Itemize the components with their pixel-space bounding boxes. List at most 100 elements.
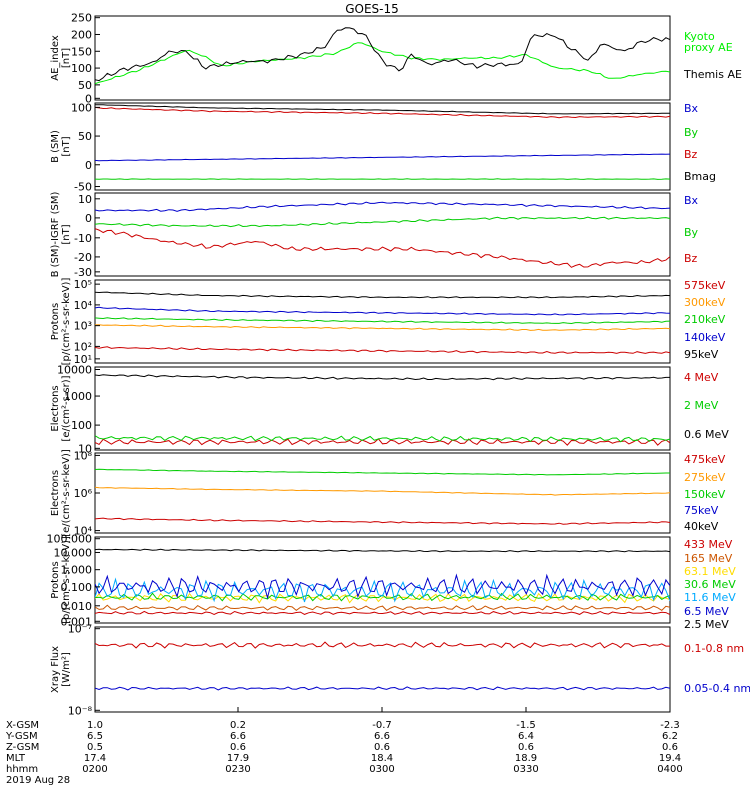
legend-label-4-mev: 4 MeV bbox=[684, 371, 719, 384]
ephem-row-label: Z-GSM bbox=[6, 742, 39, 753]
y-tick-label: 0 bbox=[85, 92, 92, 105]
series-line-0-1-0-8-nm bbox=[95, 641, 670, 649]
legend-label-bz: Bz bbox=[684, 148, 698, 161]
ephem-value: 18.9 bbox=[515, 753, 537, 764]
y-tick-label: 100 bbox=[71, 101, 92, 114]
series-line-63-1-mev bbox=[95, 592, 670, 604]
legend-label-210kev: 210keV bbox=[684, 313, 726, 326]
series-line-6-5-mev bbox=[95, 573, 670, 600]
ephem-value: 1.0 bbox=[87, 720, 103, 731]
y-axis-label: Xray Flux[W/m²] bbox=[50, 646, 72, 693]
legend-label-0-1-0-8-nm: 0.1-0.8 nm bbox=[684, 642, 744, 655]
legend-label-75kev: 75keV bbox=[684, 504, 719, 517]
y-tick-label: 0.100 bbox=[61, 581, 93, 594]
y-tick-label: 100.000 bbox=[47, 533, 93, 546]
series-line-by bbox=[95, 216, 670, 228]
legend-label-0-05-0-4-nm: 0.05-0.4 nm bbox=[684, 682, 750, 695]
y-axis-label: Electrons[e/(cm²-s-sr-keV)] bbox=[50, 449, 72, 537]
series-line-bx bbox=[95, 201, 670, 212]
ephem-value: -0.7 bbox=[372, 720, 392, 731]
ephem-value: -1.5 bbox=[516, 720, 536, 731]
y-tick-label: 250 bbox=[71, 12, 92, 25]
y-tick-label: 10⁴ bbox=[74, 525, 93, 538]
legend-label-575kev: 575keV bbox=[684, 279, 726, 292]
ephem-value: 18.4 bbox=[371, 753, 393, 764]
y-tick-label: 1.000 bbox=[61, 564, 93, 577]
panel-8: 10⁻⁷ 10⁻⁸ Xray Flux[W/m²] 0.1-0.8 nm 0.05-0.… bbox=[50, 623, 750, 718]
series-line-bx bbox=[95, 153, 670, 162]
plot-title: GOES-15 bbox=[345, 2, 399, 16]
y-tick-label: -30 bbox=[74, 266, 92, 279]
series-line-275kev bbox=[95, 486, 670, 496]
panel-2: 100 50 0 -50 B (SM)[nT] Bx By Bz Bmag bbox=[50, 101, 716, 193]
y-tick-label: 10⁶ bbox=[74, 487, 93, 500]
panel-3: 10 0 -10 -20 -30B (SM)-IGRF (SM)[nT] Bx By Bz bbox=[50, 192, 699, 279]
series-line-300kev bbox=[95, 324, 670, 331]
legend-label-0-6-mev: 0.6 MeV bbox=[684, 428, 729, 441]
ephem-value: 6.6 bbox=[230, 731, 246, 742]
panel-frame bbox=[94, 626, 671, 713]
y-tick-label: 1000 bbox=[64, 390, 92, 403]
series-line-0-6-mev bbox=[95, 374, 670, 381]
series-line-475kev bbox=[95, 517, 670, 525]
ephem-value: 0.5 bbox=[87, 742, 103, 753]
y-axis-label: B (SM)-IGRF (SM)[nT] bbox=[50, 192, 72, 278]
legend-label-by: By bbox=[684, 126, 699, 139]
y-tick-label: 10.000 bbox=[54, 546, 93, 559]
series-line-150kev bbox=[95, 468, 670, 476]
series-line-140kev bbox=[95, 306, 670, 316]
legend-label-165-mev: 165 MeV bbox=[684, 552, 733, 565]
ephem-value: 0.6 bbox=[662, 742, 678, 753]
panel-4: 10⁵ 10⁴ 10³ 10²10¹Protons[p/(cm²-s-sr-keV)]… bbox=[50, 278, 726, 366]
panel-1: 250 200 150 100 500 AE_index[nT] Kyoto proxy AE… bbox=[50, 12, 742, 106]
y-tick-label: 10⁻⁷ bbox=[68, 623, 92, 636]
legend-label-themis-ae: Themis AE bbox=[683, 68, 742, 81]
y-tick-label: 0.001 bbox=[61, 615, 93, 628]
series-line-575kev bbox=[95, 346, 670, 354]
ephem-value: -2.3 bbox=[660, 720, 680, 731]
y-tick-label: 10⁵ bbox=[74, 278, 92, 291]
y-tick-label: 200 bbox=[71, 28, 92, 41]
legend-label-30-6-mev: 30.6 MeV bbox=[684, 578, 736, 591]
y-tick-label: 0.010 bbox=[61, 600, 93, 613]
legend-label-kyoto-proxy-ae: Kyoto proxy AE bbox=[684, 30, 733, 54]
legend-label-433-mev: 433 MeV bbox=[684, 538, 733, 551]
ephem-row-label: MLT bbox=[6, 753, 26, 764]
ephem-value: 6.2 bbox=[662, 731, 678, 742]
ephem-value: 17.4 bbox=[84, 753, 106, 764]
y-axis-label: Protons[p/(cm²-s-sr-keV)] bbox=[50, 536, 72, 624]
legend-label-bmag: Bmag bbox=[684, 170, 716, 183]
legend-label-2-5-mev: 2.5 MeV bbox=[684, 618, 729, 631]
ephem-value: 6.4 bbox=[518, 731, 534, 742]
y-tick-label: 10² bbox=[74, 340, 92, 353]
ephem-value: 0330 bbox=[513, 764, 538, 775]
series-line-0-05-0-4-nm bbox=[95, 686, 670, 691]
y-tick-label: 10¹ bbox=[74, 353, 92, 366]
ephem-value: 0230 bbox=[225, 764, 250, 775]
legend-label-300kev: 300keV bbox=[684, 296, 726, 309]
y-axis-label: AE_index[nT] bbox=[50, 35, 72, 81]
series-line-kyoto-proxy-ae bbox=[95, 42, 670, 85]
series-line-433-mev bbox=[95, 610, 670, 615]
y-tick-label: 10³ bbox=[74, 320, 92, 333]
ephem-row-label: X-GSM bbox=[6, 720, 39, 731]
ephem-value: 17.9 bbox=[227, 753, 249, 764]
ephem-row-label: hhmm bbox=[6, 764, 38, 775]
ephem-value: 6.5 bbox=[87, 731, 103, 742]
series-line-4-mev bbox=[95, 438, 670, 446]
y-tick-label: 0 bbox=[85, 159, 92, 172]
series-line-95kev bbox=[95, 291, 670, 299]
series-line-2-mev bbox=[95, 435, 670, 443]
panel-frame bbox=[94, 452, 671, 534]
series-line-40kev bbox=[95, 451, 670, 452]
series-line-by bbox=[95, 178, 670, 180]
legend-label-11-6-mev: 11.6 MeV bbox=[684, 591, 736, 604]
series-line-210kev bbox=[95, 317, 670, 325]
y-tick-label: 10⁸ bbox=[74, 449, 93, 462]
panel-5: 10000 1000 100 10 Electrons[e/(cm²-s-sr)] 4 M… bbox=[50, 363, 729, 455]
series-line-165-mev bbox=[95, 604, 670, 612]
y-axis-label: Electrons[e/(cm²-s-sr)] bbox=[50, 375, 72, 441]
legend-label-40kev: 40keV bbox=[684, 520, 719, 533]
